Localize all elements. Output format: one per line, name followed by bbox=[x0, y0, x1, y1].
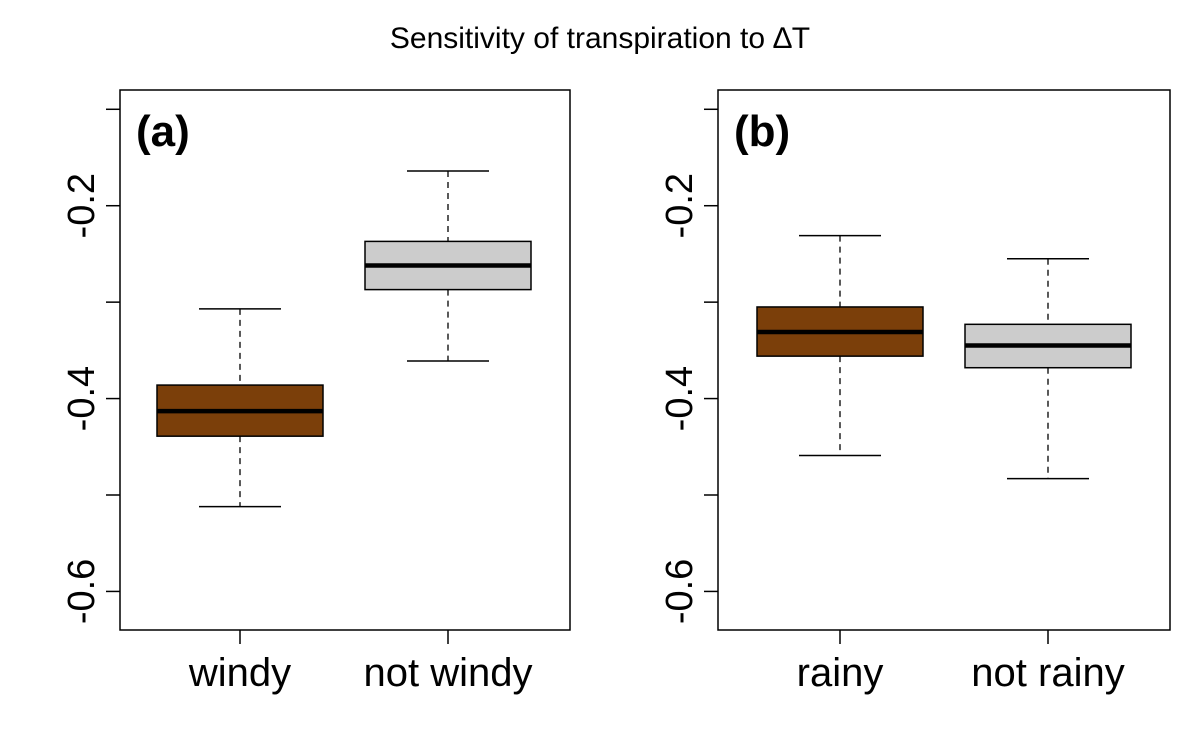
y-tick-label: -0.4 bbox=[61, 366, 103, 431]
y-tick-label: -0.6 bbox=[61, 559, 103, 624]
y-tick-label: -0.4 bbox=[659, 366, 701, 431]
x-category-label: windy bbox=[188, 651, 291, 695]
x-category-label: not windy bbox=[364, 651, 533, 695]
y-tick-label: -0.2 bbox=[61, 173, 103, 238]
panel-label: (b) bbox=[734, 107, 790, 156]
x-category-label: not rainy bbox=[971, 651, 1124, 695]
panel-b: -0.6 -0.4 -0.2 (b) rainy not rainy bbox=[659, 89, 1171, 695]
panel-label: (a) bbox=[136, 107, 190, 156]
y-tick-label: -0.6 bbox=[659, 559, 701, 624]
chart-title: Sensitivity of transpiration to ∆T bbox=[390, 22, 810, 55]
y-tick-label: -0.2 bbox=[659, 173, 701, 238]
plot-frame bbox=[119, 89, 571, 631]
plot-frame bbox=[717, 89, 1171, 631]
x-category-label: rainy bbox=[797, 651, 884, 695]
panel-a: -0.6 -0.4 -0.2 (a) windy not windy bbox=[61, 89, 571, 695]
